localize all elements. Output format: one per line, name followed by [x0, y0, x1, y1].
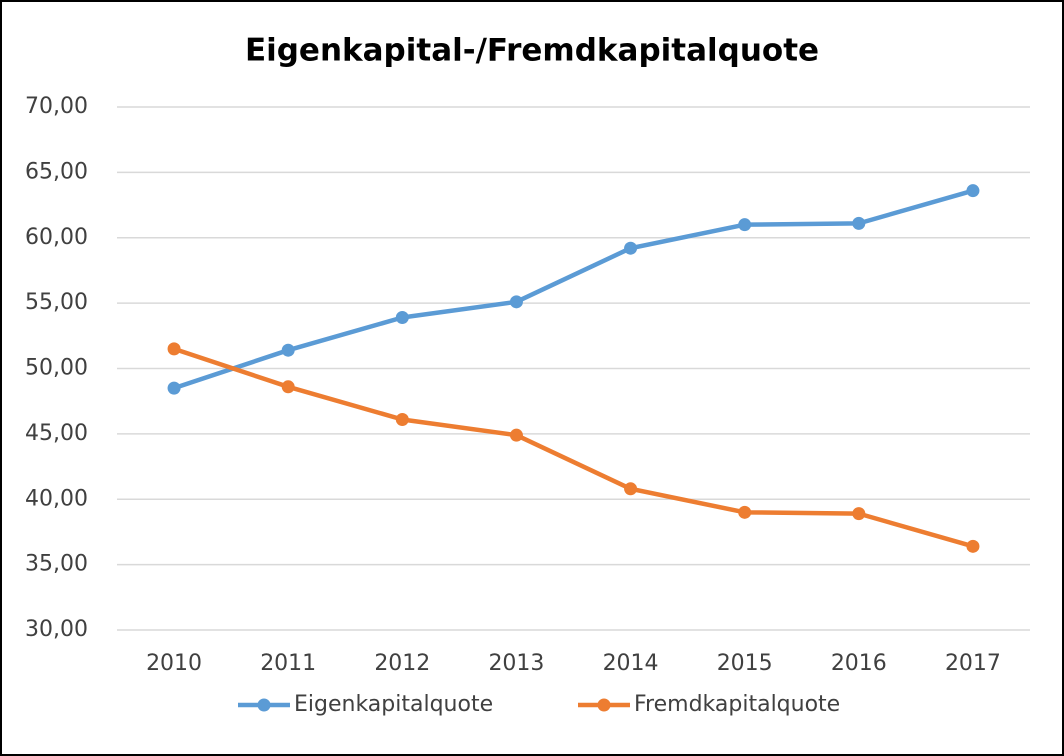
data-point — [281, 343, 295, 357]
data-point — [624, 241, 638, 255]
series-line — [173, 188, 974, 391]
data-point — [509, 428, 523, 442]
data-point — [509, 295, 523, 309]
x-tick-label: 2016 — [831, 651, 887, 676]
y-tick-label: 45,00 — [25, 421, 88, 446]
data-point — [395, 311, 409, 325]
data-point — [966, 184, 980, 198]
x-tick-label: 2011 — [260, 651, 316, 676]
data-point — [167, 381, 181, 395]
x-tick-label: 2012 — [374, 651, 430, 676]
legend-label: Fremdkapitalquote — [634, 692, 840, 717]
x-tick-label: 2017 — [945, 651, 1001, 676]
y-tick-label: 30,00 — [25, 617, 88, 642]
x-tick-label: 2013 — [488, 651, 544, 676]
legend-marker — [597, 698, 611, 712]
series-line — [173, 346, 974, 549]
y-tick-label: 65,00 — [25, 159, 88, 184]
data-point — [966, 539, 980, 553]
y-tick-label: 70,00 — [25, 94, 88, 119]
data-point — [167, 342, 181, 356]
data-point — [852, 507, 866, 521]
legend-marker — [257, 698, 271, 712]
y-tick-label: 55,00 — [25, 290, 88, 315]
data-point — [624, 482, 638, 496]
y-tick-label: 35,00 — [25, 552, 88, 577]
y-tick-label: 60,00 — [25, 225, 88, 250]
x-tick-label: 2014 — [603, 651, 659, 676]
x-tick-label: 2015 — [717, 651, 773, 676]
y-tick-label: 50,00 — [25, 356, 88, 381]
data-point — [395, 412, 409, 426]
legend-label: Eigenkapitalquote — [294, 692, 493, 717]
y-tick-label: 40,00 — [25, 486, 88, 511]
x-tick-label: 2010 — [146, 651, 202, 676]
data-point — [738, 218, 752, 232]
data-point — [281, 380, 295, 394]
chart-title: Eigenkapital-/Fremdkapitalquote — [245, 33, 819, 69]
data-point — [738, 505, 752, 519]
data-point — [852, 216, 866, 230]
